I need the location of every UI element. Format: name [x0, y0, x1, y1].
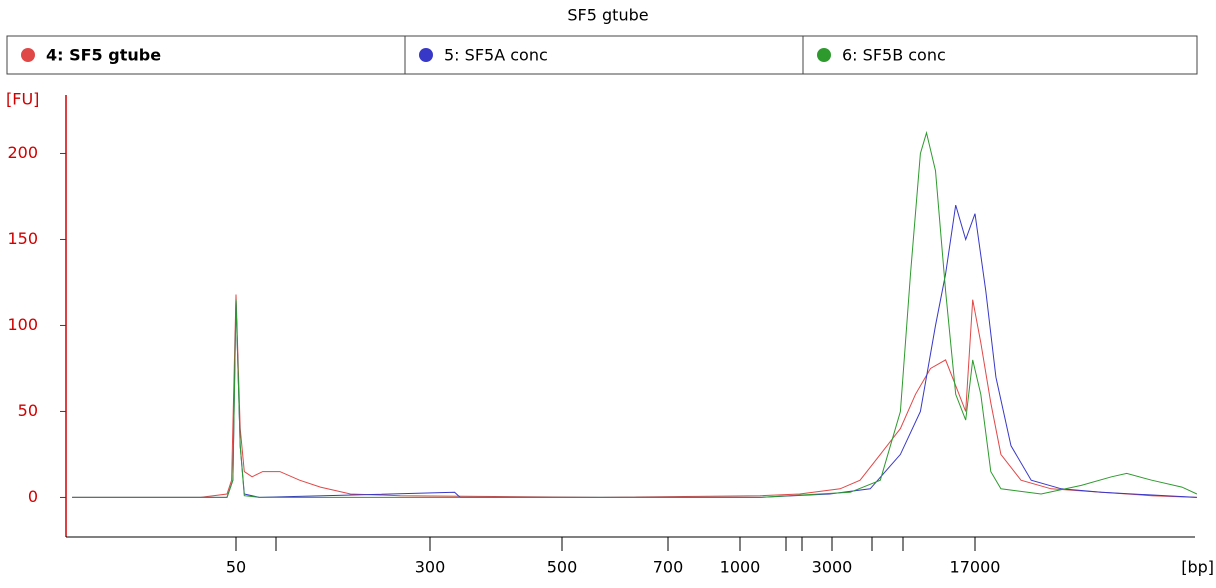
y-tick-label: 100: [7, 315, 38, 334]
legend-marker: [817, 48, 831, 62]
legend-frame: [6, 35, 1198, 75]
y-tick-label: 150: [7, 229, 38, 248]
x-tick-label: 3000: [812, 558, 853, 577]
y-tick-label: 50: [18, 401, 38, 420]
x-tick-label: 500: [547, 558, 578, 577]
legend-label: 4: SF5 gtube: [46, 46, 161, 65]
x-axis-label: [bp]: [1181, 558, 1214, 577]
legend-label: 5: SF5A conc: [444, 46, 548, 65]
chart-title: SF5 gtube: [567, 6, 648, 25]
legend-marker: [21, 48, 35, 62]
x-tick-label: 1000: [720, 558, 761, 577]
series-line: [72, 294, 1197, 498]
y-tick-label: 200: [7, 143, 38, 162]
y-axis-label: [FU]: [6, 90, 39, 109]
x-tick-label: 50: [226, 558, 246, 577]
series-line: [72, 130, 1198, 498]
legend-marker: [419, 48, 433, 62]
y-tick-label: 0: [28, 487, 38, 506]
x-tick-label: 300: [415, 558, 446, 577]
x-tick-label: 700: [653, 558, 684, 577]
x-tick-label: 17000: [950, 558, 1001, 577]
legend-label: 6: SF5B conc: [842, 46, 946, 65]
